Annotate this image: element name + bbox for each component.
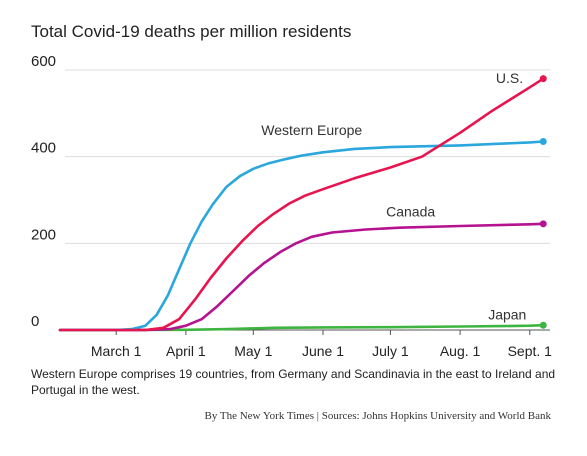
series-label-western-europe: Western Europe: [261, 122, 362, 138]
series-lines: Japan Canada Western Europe U.S.: [58, 70, 547, 332]
x-axis: March 1 April 1 May 1 June 1 July 1 Aug. 1 Sep…: [91, 330, 552, 359]
y-tick-label: 0: [31, 313, 39, 330]
endpoint-dot-western-europe: [539, 138, 547, 145]
x-tick-label: Sept. 1: [508, 343, 553, 359]
series-label-japan: Japan: [488, 307, 526, 323]
y-tick-label: 400: [31, 140, 56, 157]
y-axis: 0 200 400 600: [31, 53, 56, 330]
series-line-canada: [58, 222, 545, 332]
endpoint-dot-canada: [539, 220, 547, 228]
x-tick-label: May 1: [234, 343, 272, 359]
x-tick-label: June 1: [302, 343, 344, 359]
endpoint-dot-japan: [539, 321, 547, 329]
endpoint-dot-u-s: [539, 75, 547, 83]
series-label-u-s: U.S.: [496, 70, 523, 86]
x-tick-label: Aug. 1: [440, 343, 481, 359]
source-credit: By The New York Times | Sources: Johns H…: [204, 410, 551, 422]
x-tick-label: April 1: [166, 343, 206, 359]
gridlines: [65, 69, 550, 331]
series-line-u-s: [58, 77, 545, 332]
x-tick-label: July 1: [372, 343, 409, 359]
y-tick-label: 600: [31, 53, 56, 70]
x-tick-label: March 1: [91, 343, 142, 359]
chart-title: Total Covid-19 deaths per million reside…: [31, 22, 352, 41]
series-line-western-europe: [58, 140, 545, 332]
series-label-canada: Canada: [386, 203, 435, 219]
chart-note: Western Europe comprises 19 countries, f…: [31, 367, 556, 397]
y-tick-label: 200: [31, 226, 56, 243]
